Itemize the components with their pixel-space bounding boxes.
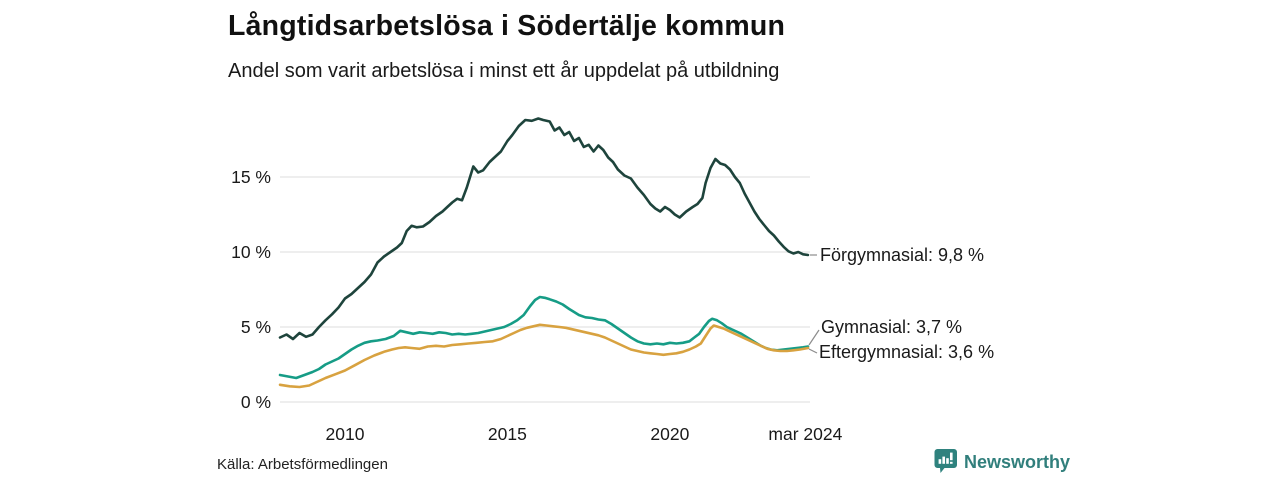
series-line-gymnasial <box>278 295 810 380</box>
x-tick-label: 2015 <box>488 424 527 444</box>
series-end-label-eftergymnasial: Eftergymnasial: 3,6 % <box>819 342 995 362</box>
gridlines <box>280 176 810 403</box>
y-tick-label: 5 % <box>241 317 271 337</box>
source-note: Källa: Arbetsförmedlingen <box>217 456 388 473</box>
x-tick-label: mar 2024 <box>768 424 842 444</box>
series-line-eftergymnasial <box>278 323 810 389</box>
y-tick-label: 0 % <box>241 392 271 412</box>
series-lines <box>278 117 810 389</box>
label-connectors <box>808 254 820 354</box>
y-tick-label: 15 % <box>231 167 271 187</box>
connector-gymnasial <box>808 329 820 346</box>
x-tick-label: 2020 <box>650 424 689 444</box>
axis-labels: 0 % 5 % 10 % 15 % 2010 2015 2020 mar 2024 <box>231 167 843 444</box>
brand-name: Newsworthy <box>964 452 1071 472</box>
series-end-label-forgymnasial: Förgymnasial: 9,8 % <box>820 245 985 265</box>
series-end-label-gymnasial: Gymnasial: 3,7 % <box>821 317 963 337</box>
chart-title: Långtidsarbetslösa i Södertälje kommun <box>228 10 786 42</box>
connector-eftergymnasial <box>808 348 818 354</box>
newsworthy-chart-bubble-icon <box>934 449 957 473</box>
chart-subtitle: Andel som varit arbetslösa i minst ett å… <box>228 60 780 82</box>
y-tick-label: 10 % <box>231 242 271 262</box>
brand-logo: Newsworthy <box>934 449 1070 476</box>
x-tick-label: 2010 <box>326 424 365 444</box>
series-line-förgymnasial <box>278 117 810 341</box>
